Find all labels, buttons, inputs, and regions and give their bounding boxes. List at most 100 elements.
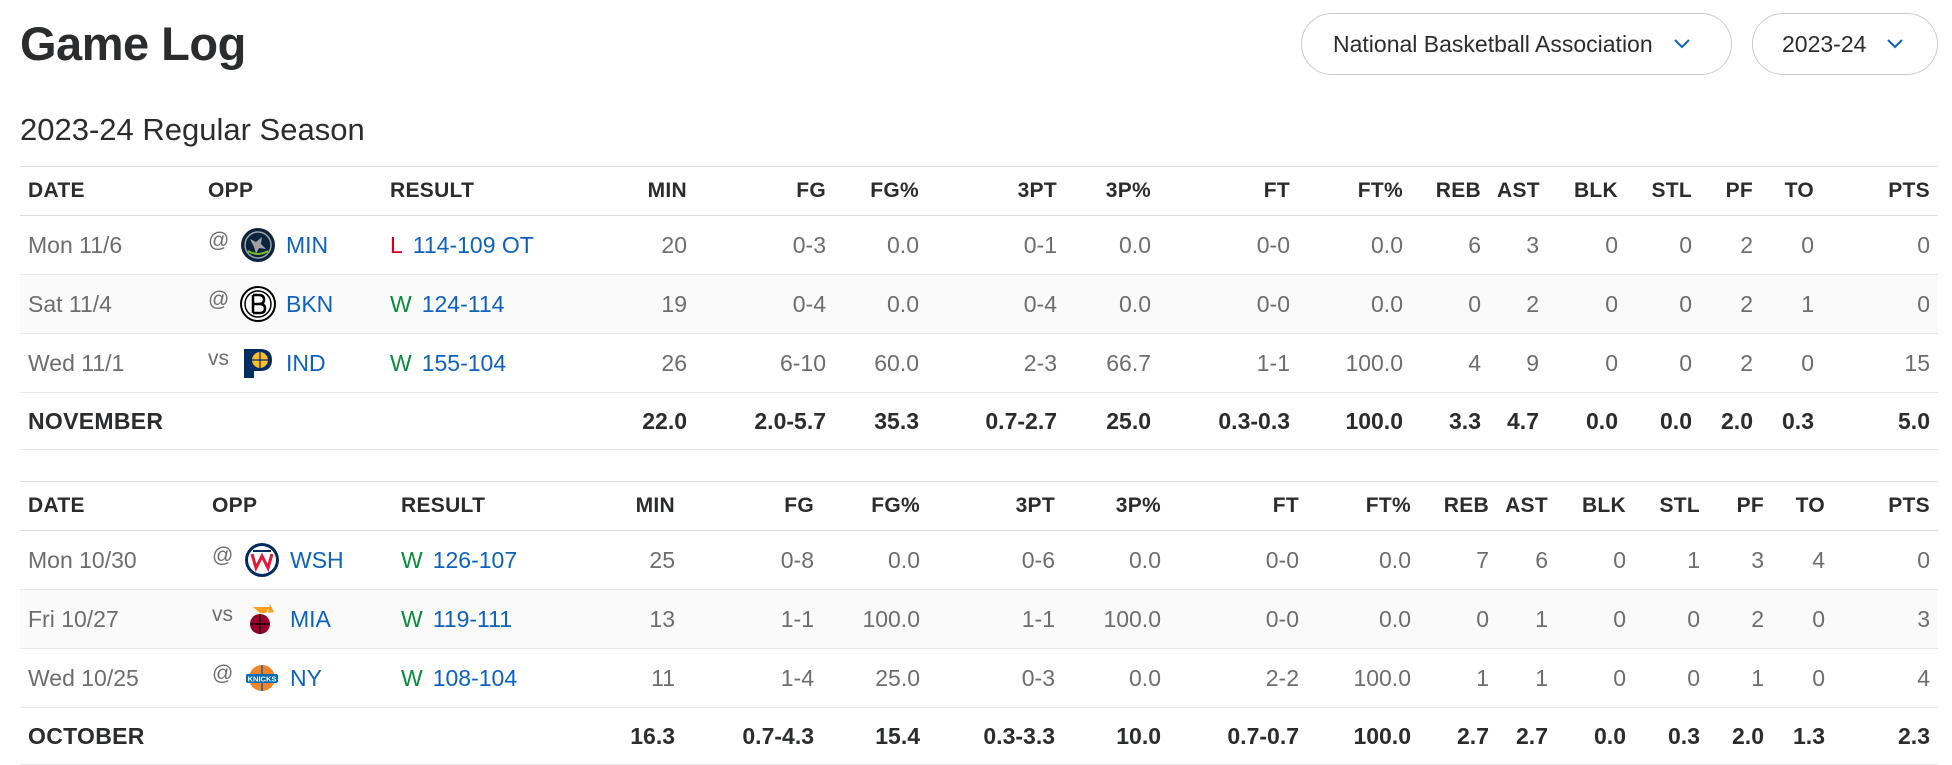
stat-stl: 0: [1687, 605, 1700, 632]
stat-tpp: 0.0: [1129, 546, 1161, 573]
total-pts: 5.0: [1898, 407, 1930, 434]
stat-fg: 0-4: [792, 290, 826, 317]
total-reb: 2.7: [1457, 722, 1489, 749]
column-header-opp: OPP: [208, 179, 254, 202]
column-header-stl: STL: [1651, 179, 1692, 202]
game-score-link[interactable]: 114-109 OT: [412, 231, 534, 258]
total-ast: 4.7: [1507, 407, 1539, 434]
opponent-link[interactable]: WSH: [290, 546, 344, 573]
stat-fgp: 0.0: [887, 231, 919, 258]
stat-fg: 0-3: [792, 231, 826, 258]
stat-fgp: 60.0: [874, 349, 919, 376]
opponent-link[interactable]: MIA: [290, 605, 331, 632]
stat-stl: 0: [1679, 349, 1692, 376]
column-header-to: TO: [1784, 179, 1814, 202]
stat-ast: 9: [1526, 349, 1539, 376]
stat-to: 0: [1812, 664, 1825, 691]
stat-pts: 4: [1917, 664, 1930, 691]
result-cell: W 126-107: [393, 531, 593, 590]
stat-pts: 3: [1917, 605, 1930, 632]
stat-pf: 2: [1751, 605, 1764, 632]
season-select[interactable]: 2023-24: [1752, 13, 1938, 75]
column-header-ast: AST: [1505, 494, 1548, 517]
game-score-link[interactable]: 155-104: [421, 349, 507, 376]
column-header-ft-pct: FT%: [1357, 179, 1403, 202]
month-totals-row: OCTOBER 16.3 0.7-4.3 15.4 0.3-3.3 10.0 0.7-0.7…: [20, 708, 1938, 765]
total-ft: 0.7-0.7: [1227, 722, 1299, 749]
stat-reb: 4: [1468, 349, 1481, 376]
stat-blk: 0: [1605, 290, 1618, 317]
total-blk: 0.0: [1594, 722, 1626, 749]
stat-pts: 0: [1917, 231, 1930, 258]
column-header-reb: REB: [1443, 494, 1489, 517]
game-date: Fri 10/27: [28, 605, 119, 632]
opponent-link[interactable]: NY: [290, 664, 322, 691]
total-tpp: 25.0: [1106, 407, 1151, 434]
column-header-date: DATE: [28, 494, 85, 517]
wizards-team-logo-icon[interactable]: [244, 542, 280, 578]
home-away-indicator: @: [212, 662, 234, 685]
column-header-min: MIN: [647, 179, 687, 202]
win-loss-indicator: W: [401, 664, 423, 691]
column-header-ast: AST: [1497, 179, 1540, 202]
nets-team-logo-icon[interactable]: [240, 286, 276, 322]
result-cell: W 119-111: [393, 590, 593, 649]
stat-pf: 3: [1751, 546, 1764, 573]
stat-pf: 2: [1740, 231, 1753, 258]
stat-ftp: 100.0: [1345, 349, 1403, 376]
game-score-link[interactable]: 124-114: [421, 290, 505, 317]
home-away-indicator: vs: [208, 347, 229, 370]
knicks-team-logo-icon[interactable]: [244, 660, 280, 696]
column-header-to: TO: [1795, 494, 1825, 517]
stat-fg: 1-4: [780, 664, 814, 691]
column-header-reb: REB: [1435, 179, 1481, 202]
stat-ast: 1: [1535, 664, 1548, 691]
stat-fg: 0-8: [780, 546, 814, 573]
game-date: Wed 11/1: [28, 349, 125, 376]
stat-ast: 3: [1526, 231, 1539, 258]
column-header-3p-pct: 3P%: [1105, 179, 1151, 202]
opponent-link[interactable]: IND: [286, 349, 326, 376]
stat-to: 0: [1812, 605, 1825, 632]
column-header-pf: PF: [1725, 179, 1753, 202]
league-select[interactable]: National Basketball Association: [1301, 13, 1732, 75]
game-score-link[interactable]: 108-104: [432, 664, 518, 691]
stat-pf: 2: [1740, 290, 1753, 317]
stat-reb: 0: [1476, 605, 1489, 632]
table-row: Mon 11/6 @ MIN L 114-109 OT 20 0-3 0.0 0-1 0.0 0-0…: [20, 216, 1938, 275]
column-header-blk: BLK: [1573, 179, 1618, 202]
opponent-link[interactable]: BKN: [286, 290, 334, 317]
column-header-result: RESULT: [401, 494, 486, 517]
header-row: DATE OPP RESULT MIN FG FG% 3PT 3P% FT FT% REB AST BL…: [20, 166, 1938, 216]
table-row: Wed 11/1 vs IND W 155-104 26 6-10 60.0 2-3 66.7 1-…: [20, 334, 1938, 393]
month-label: OCTOBER: [28, 722, 145, 749]
stat-blk: 0: [1613, 664, 1626, 691]
game-score-link[interactable]: 119-111: [432, 605, 513, 632]
total-blk: 0.0: [1586, 407, 1618, 434]
total-tpt: 0.3-3.3: [983, 722, 1055, 749]
header-row: DATE OPP RESULT MIN FG FG% 3PT 3P% FT FT% REB AST BL…: [20, 481, 1938, 531]
stat-ftp: 100.0: [1353, 664, 1411, 691]
stat-ftp: 0.0: [1371, 231, 1403, 258]
month-totals-row: NOVEMBER 22.0 2.0-5.7 35.3 0.7-2.7 25.0 0.3-0.…: [20, 393, 1938, 450]
pacers-team-logo-icon[interactable]: [240, 345, 276, 381]
stat-pf: 2: [1740, 349, 1753, 376]
stat-tpt: 1-1: [1021, 605, 1055, 632]
stat-blk: 0: [1613, 605, 1626, 632]
opponent-link[interactable]: MIN: [286, 231, 329, 258]
stat-fgp: 25.0: [875, 664, 920, 691]
stat-min: 26: [661, 349, 687, 376]
heat-team-logo-icon[interactable]: [244, 601, 280, 637]
total-to: 1.3: [1793, 722, 1825, 749]
result-cell: W 155-104: [382, 334, 592, 393]
game-score-link[interactable]: 126-107: [432, 546, 518, 573]
total-tpp: 10.0: [1116, 722, 1161, 749]
table-row: Sat 11/4 @ BKN W 124-114 19 0-4 0.0 0-4 0.0 0-0 0.0…: [20, 274, 1938, 334]
stat-ft: 0-0: [1256, 290, 1290, 317]
stat-tpp: 100.0: [1103, 605, 1161, 632]
timberwolves-team-logo-icon[interactable]: [240, 227, 276, 263]
column-header-pts: PTS: [1888, 179, 1930, 202]
stat-ftp: 0.0: [1379, 605, 1411, 632]
stat-min: 13: [649, 605, 675, 632]
stat-to: 4: [1812, 546, 1825, 573]
